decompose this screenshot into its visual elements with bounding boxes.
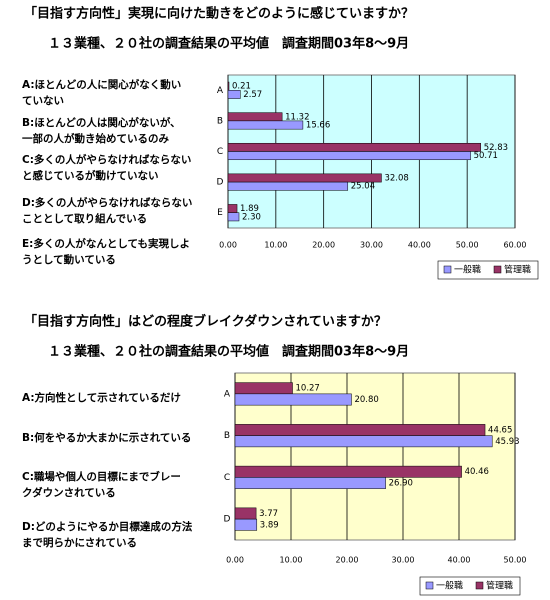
bar: [227, 151, 471, 161]
x-tick-label: 50.00: [504, 556, 527, 565]
bar: [227, 81, 230, 91]
value-label: 50.71: [474, 151, 498, 161]
x-tick-label: 50.00: [456, 241, 479, 250]
category-description: と感じているが動けていない: [22, 169, 159, 182]
legend-label: 管理職: [486, 580, 513, 592]
legend: 一般職 管理職: [419, 576, 521, 596]
value-label: 1.89: [240, 204, 259, 214]
legend: 一般職 管理職: [437, 260, 539, 280]
category-description: ていない: [22, 95, 64, 107]
bar: [234, 435, 493, 448]
category-label: A: [217, 86, 224, 96]
legend-box: [437, 260, 539, 280]
chart-subtitle: １３業種、２０社の調査結果の平均値 調査期間03年8～9月: [48, 344, 409, 360]
category-label: A: [224, 389, 231, 399]
legend-swatch: [493, 265, 502, 274]
bar: [227, 112, 283, 122]
value-label: 20.80: [354, 395, 378, 405]
chart: 「目指す方向性」実現に向けた動きをどのように感じていますか？ １３業種、２０社の調…: [22, 6, 539, 280]
category-description: こととして取り組んでいる: [22, 212, 147, 225]
category-label: E: [217, 208, 223, 218]
chart-subtitle: １３業種、２０社の調査結果の平均値 調査期間03年8～9月: [48, 36, 409, 52]
value-label: 11.32: [285, 112, 309, 122]
value-label: 45.93: [495, 437, 519, 447]
x-tick-label: 60.00: [504, 241, 527, 250]
x-tick-label: 10.00: [264, 241, 287, 250]
bar: [227, 212, 240, 222]
bar: [234, 477, 386, 489]
category-label: B: [224, 431, 230, 441]
value-label: 3.77: [259, 509, 278, 519]
value-label: 52.83: [484, 143, 508, 153]
legend-label: 一般職: [436, 580, 463, 592]
x-tick-label: 0.00: [226, 556, 244, 565]
x-tick-label: 20.00: [336, 556, 359, 565]
category-description: クダウンされている: [22, 486, 116, 499]
chart: 「目指す方向性」はどの程度ブレイクダウンされていますか？ １３業種、２０社の調査結…: [22, 314, 526, 596]
bar: [234, 424, 486, 436]
bar: [227, 90, 241, 99]
category-description: B:ほとんどの人は関心がないが、: [22, 116, 181, 129]
value-label: 3.89: [260, 520, 279, 530]
category-label: D: [224, 515, 231, 525]
bar: [234, 465, 462, 478]
bar: [227, 120, 304, 130]
x-tick-label: 40.00: [448, 556, 471, 565]
category-label: C: [224, 473, 230, 483]
value-label: 2.57: [243, 90, 262, 100]
chart-title: 「目指す方向性」実現に向けた動きをどのように感じていますか？: [24, 6, 414, 22]
value-label: 44.65: [488, 425, 512, 435]
value-label: 32.08: [384, 173, 408, 183]
value-label: 40.46: [465, 467, 489, 477]
x-tick-label: 0.00: [219, 241, 237, 250]
legend-swatch: [425, 581, 434, 590]
category-description: C:職場や個人の目標にまでブレー: [22, 470, 181, 483]
legend-label: 一般職: [454, 264, 481, 276]
category-description: A:ほとんどの人に関心がなく動い: [22, 78, 181, 91]
bar: [227, 142, 481, 152]
value-label: 0.21: [232, 82, 251, 92]
category-description: D:多くの人がやらなければならない: [22, 196, 192, 209]
value-label: 26.90: [389, 479, 413, 489]
category-description: C:多くの人がやらなければならない: [22, 153, 191, 166]
value-label: 2.30: [242, 212, 261, 222]
category-description: うとして動いている: [22, 253, 116, 266]
bar: [234, 507, 257, 520]
legend-label: 管理職: [504, 264, 531, 276]
x-tick-label: 40.00: [408, 241, 431, 250]
category-label: B: [217, 116, 223, 126]
x-tick-label: 10.00: [280, 556, 303, 565]
category-description: まで明らかにされている: [22, 537, 137, 549]
bar: [234, 518, 258, 531]
value-label: 10.27: [296, 384, 320, 394]
legend-swatch: [443, 265, 452, 274]
bar: [234, 393, 352, 406]
x-tick-label: 30.00: [392, 556, 415, 565]
category-label: D: [217, 178, 224, 188]
category-description: E:多くの人がなんとしても実現しよ: [22, 237, 190, 250]
value-label: 25.04: [351, 182, 375, 192]
chart-title: 「目指す方向性」はどの程度ブレイクダウンされていますか？: [24, 314, 387, 330]
category-description: A:方向性として示されているだけ: [22, 391, 181, 404]
bar: [227, 204, 238, 213]
category-description: 一部の人が動き始めているのみ: [22, 132, 169, 145]
x-tick-label: 20.00: [312, 241, 335, 250]
bar: [227, 181, 349, 191]
category-label: C: [217, 147, 223, 157]
legend-swatch: [475, 581, 484, 590]
category-description: B:何をやるか大まかに示されている: [22, 431, 191, 444]
bar: [234, 382, 293, 395]
x-tick-label: 30.00: [360, 241, 383, 250]
value-label: 15.66: [306, 121, 330, 131]
category-description: D:どのようにやるか目標達成の方法: [22, 520, 193, 533]
legend-box: [419, 576, 521, 596]
